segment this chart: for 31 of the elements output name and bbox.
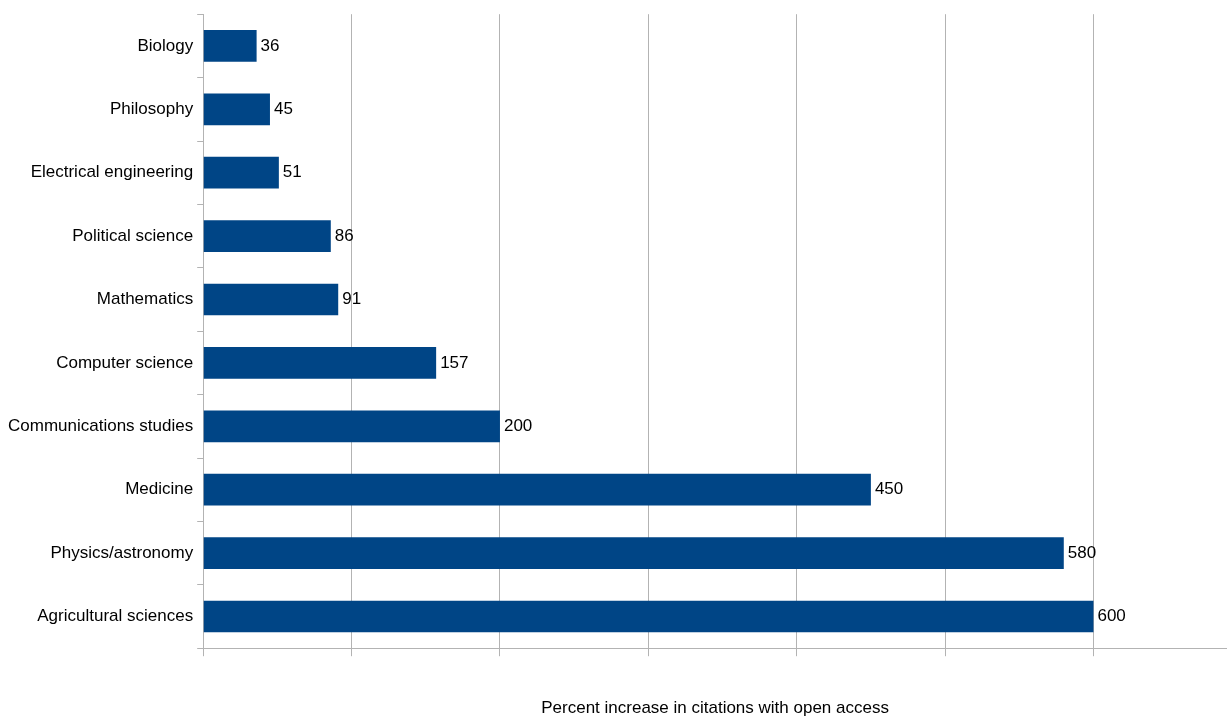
y-tick-label: Philosophy [110, 98, 194, 118]
data-label: 51 [282, 162, 302, 182]
y-tick-label: Communications studies [7, 415, 194, 435]
bar [203, 600, 1094, 633]
y-tick-label: Agricultural sciences [37, 606, 194, 626]
y-tick-label: Physics/astronomy [50, 542, 194, 562]
y-tick-label: Electrical engineering [30, 162, 194, 182]
data-label: 450 [874, 479, 904, 499]
bar [203, 30, 257, 62]
bar [203, 537, 1064, 569]
data-label: 157 [440, 352, 469, 372]
data-label: 600 [1097, 606, 1126, 626]
bar [203, 283, 339, 316]
bar [203, 473, 871, 506]
y-tick-label: Mathematics [96, 289, 194, 309]
data-label: 580 [1067, 542, 1097, 562]
bar [203, 156, 279, 189]
bar [203, 347, 437, 379]
bar [203, 93, 270, 126]
data-label: 86 [334, 225, 354, 245]
y-tick-label: Biology [137, 35, 194, 55]
data-label: 91 [342, 289, 362, 309]
bar [203, 220, 331, 252]
data-label: 36 [260, 35, 280, 55]
y-tick-label: Computer science [56, 352, 194, 372]
data-label: 200 [503, 415, 533, 435]
y-tick-label: Political science [72, 225, 194, 245]
x-axis-title: Percent increase in citations with open access [541, 698, 889, 718]
data-label: 45 [273, 98, 293, 118]
y-tick-label: Medicine [125, 479, 194, 499]
bar [203, 410, 500, 443]
